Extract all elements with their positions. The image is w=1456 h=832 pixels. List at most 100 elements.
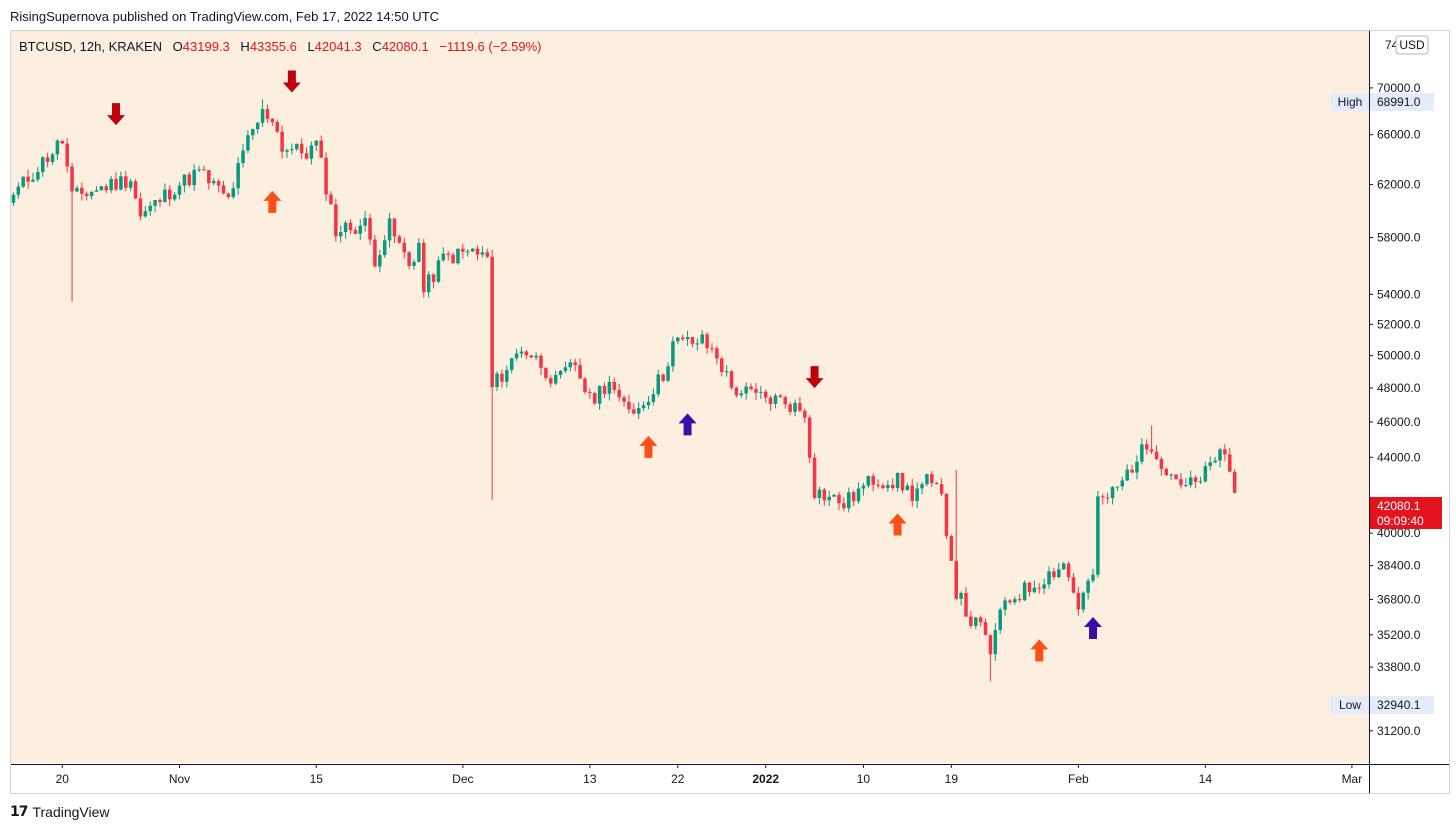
candle: [216, 179, 221, 193]
candle-body: [876, 484, 880, 486]
candle: [1096, 491, 1100, 578]
arrow-up-orange-marker: [263, 190, 282, 213]
candle-body: [1164, 468, 1169, 476]
chart-frame[interactable]: 70000.0 66000.0 62000.0 58000.0 54000.0 52000…: [10, 30, 1450, 794]
candle-body: [31, 179, 35, 182]
candle-body: [314, 140, 319, 146]
candle: [568, 359, 573, 372]
candle-body: [514, 353, 519, 359]
candle-body: [661, 374, 665, 381]
candle-body: [847, 492, 851, 509]
candle: [798, 396, 802, 413]
candle-body: [925, 474, 929, 485]
candle: [211, 178, 216, 186]
candle-body: [143, 211, 148, 217]
candle: [534, 352, 538, 361]
candle: [588, 388, 592, 399]
low-label-tag: [1331, 696, 1369, 714]
candle: [734, 386, 739, 398]
candle: [304, 147, 309, 160]
candle-body: [1115, 486, 1120, 488]
candle: [993, 623, 998, 661]
high-label-tag: [1331, 93, 1369, 111]
candle: [1037, 583, 1042, 594]
candle-body: [1008, 600, 1012, 603]
candle-body: [255, 122, 260, 130]
candle-body: [465, 251, 470, 253]
candle: [602, 382, 607, 398]
symbol-legend: BTCUSD, 12h, KRAKEN O43199.3 H43355.6 L4…: [19, 39, 541, 54]
candle-body: [1003, 600, 1007, 610]
candle: [441, 247, 446, 262]
candle: [627, 394, 631, 414]
candle-body: [666, 366, 670, 381]
candle: [719, 356, 724, 377]
candle-body: [1013, 599, 1017, 603]
candle-body: [265, 109, 270, 119]
candle-body: [168, 189, 172, 200]
candle-body: [1086, 580, 1090, 593]
candle: [192, 164, 196, 192]
candle: [60, 140, 65, 144]
candle: [353, 226, 358, 235]
arrow-down-red-marker: [107, 103, 126, 126]
candle-body: [773, 395, 778, 404]
time-tick-label: 20: [56, 772, 70, 786]
tradingview-logo-icon[interactable]: 17: [10, 804, 29, 820]
price-chart[interactable]: 70000.0 66000.0 62000.0 58000.0 54000.0 52000…: [11, 31, 1449, 793]
candle: [847, 487, 851, 513]
candle-body: [456, 248, 460, 264]
candle: [11, 192, 16, 206]
price-tick-label: 70000.0: [1377, 81, 1421, 95]
price-axis-top[interactable]: 74 USD: [1385, 35, 1429, 55]
candle: [690, 336, 695, 348]
candle: [861, 482, 866, 496]
candle: [31, 172, 35, 183]
candle-body: [1198, 481, 1203, 483]
candle-body: [920, 484, 924, 489]
candle: [397, 234, 402, 244]
candle-body: [417, 242, 421, 262]
price-axis[interactable]: 70000.0 66000.0 62000.0 58000.0 54000.0 52000…: [1369, 81, 1421, 738]
candle-body: [192, 169, 196, 186]
time-tick-label: 19: [945, 772, 959, 786]
candle-body: [890, 484, 895, 489]
footer-brand[interactable]: TradingView: [32, 804, 110, 820]
candle: [187, 172, 192, 188]
candle-body: [1213, 460, 1217, 463]
candle-body: [939, 484, 944, 494]
candle-body: [1076, 592, 1081, 610]
candle: [109, 175, 113, 194]
candle: [89, 191, 94, 200]
candle-body: [519, 351, 524, 354]
candle: [182, 174, 187, 193]
candle: [431, 273, 436, 289]
candle: [671, 336, 675, 372]
candle: [295, 143, 299, 152]
candle: [983, 618, 988, 636]
candle: [1174, 474, 1178, 480]
candle: [920, 482, 924, 495]
candle: [1208, 456, 1212, 471]
candle: [392, 218, 397, 244]
candle-body: [475, 248, 480, 255]
candle: [676, 336, 680, 345]
candle-body: [309, 145, 314, 159]
candle-body: [1169, 474, 1173, 476]
candle: [80, 182, 84, 201]
candle: [895, 472, 900, 492]
last-price-label: 42080.1 09:09:40: [1370, 497, 1442, 529]
candle: [724, 364, 729, 377]
candle-body: [715, 348, 719, 359]
candle: [255, 121, 260, 134]
candle: [578, 358, 582, 380]
price-tick-label: 54000.0: [1377, 287, 1421, 301]
time-axis[interactable]: 20 Nov 15 Dec 13 22 2022 10 19 Feb 14 Mar: [56, 764, 1363, 786]
candle: [65, 138, 69, 173]
candle-body: [446, 253, 450, 255]
candle-body: [1081, 592, 1085, 610]
candle: [21, 176, 25, 188]
candle: [964, 587, 968, 618]
candle: [99, 186, 104, 191]
candle: [1154, 445, 1159, 461]
